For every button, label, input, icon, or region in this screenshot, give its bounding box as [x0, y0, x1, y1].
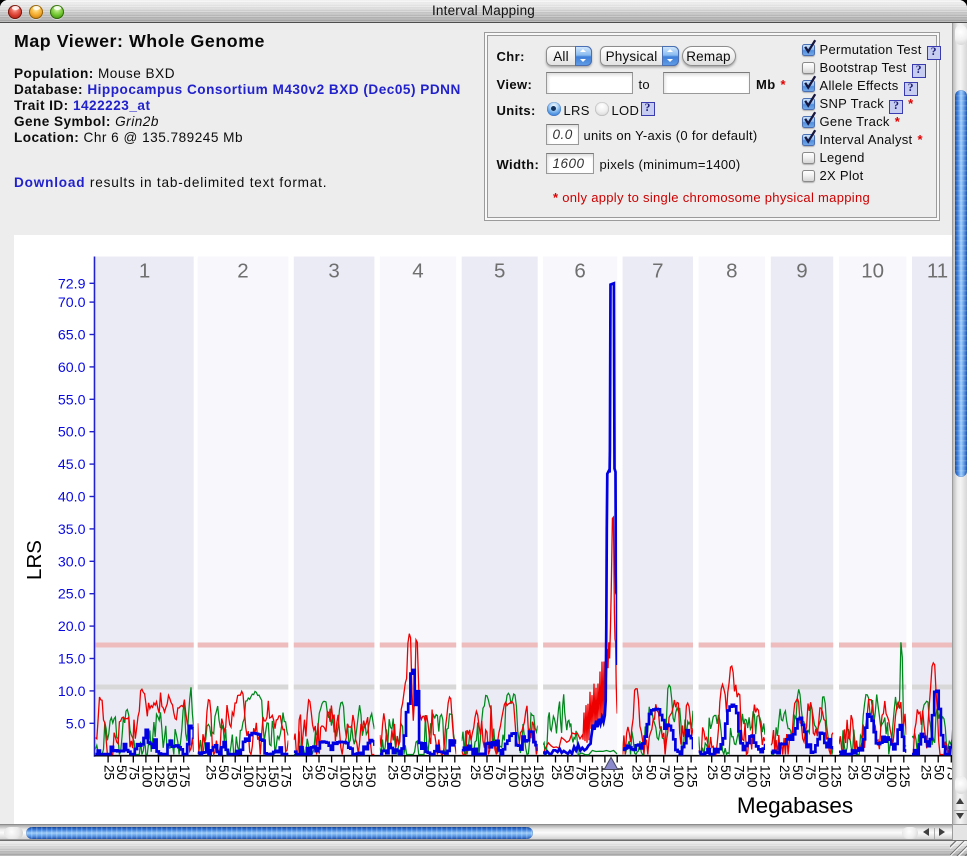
- svg-text:25: 25: [549, 765, 564, 780]
- svg-text:25.0: 25.0: [58, 587, 86, 603]
- svg-text:25: 25: [845, 765, 860, 780]
- svg-text:25: 25: [468, 765, 483, 780]
- svg-text:150: 150: [448, 765, 463, 788]
- svg-text:50: 50: [718, 765, 733, 780]
- svg-text:125: 125: [152, 765, 167, 788]
- svg-text:11: 11: [927, 260, 948, 283]
- svg-text:50: 50: [312, 765, 327, 780]
- svg-text:100: 100: [139, 765, 154, 788]
- svg-text:15.0: 15.0: [58, 652, 86, 668]
- svg-text:100: 100: [586, 765, 601, 788]
- svg-text:125: 125: [598, 765, 613, 788]
- svg-text:7: 7: [652, 260, 663, 283]
- svg-text:75: 75: [229, 765, 244, 780]
- svg-text:9: 9: [796, 260, 807, 283]
- svg-text:50: 50: [858, 765, 873, 780]
- svg-text:150: 150: [165, 765, 180, 788]
- svg-text:75: 75: [657, 765, 672, 780]
- svg-text:150: 150: [363, 765, 378, 788]
- svg-text:125: 125: [436, 765, 451, 788]
- svg-text:100: 100: [671, 765, 686, 788]
- svg-text:1: 1: [139, 260, 150, 283]
- svg-text:10: 10: [861, 260, 884, 283]
- svg-text:4: 4: [412, 260, 423, 283]
- svg-text:5.0: 5.0: [66, 716, 86, 732]
- svg-text:10.0: 10.0: [58, 684, 86, 700]
- svg-text:LRS: LRS: [23, 540, 46, 580]
- svg-text:100: 100: [423, 765, 438, 788]
- svg-text:100: 100: [816, 765, 831, 788]
- svg-text:60.0: 60.0: [58, 360, 86, 376]
- svg-text:25: 25: [386, 765, 401, 780]
- svg-text:25: 25: [705, 765, 720, 780]
- svg-text:5: 5: [494, 260, 505, 283]
- svg-text:50: 50: [398, 765, 413, 780]
- svg-text:70.0: 70.0: [58, 295, 86, 311]
- svg-text:8: 8: [726, 260, 737, 283]
- svg-text:75: 75: [945, 765, 952, 780]
- svg-text:25: 25: [204, 765, 219, 780]
- svg-text:25: 25: [777, 765, 792, 780]
- svg-text:125: 125: [897, 765, 912, 788]
- svg-text:72.9: 72.9: [58, 276, 86, 292]
- svg-text:75: 75: [574, 765, 589, 780]
- svg-text:25: 25: [919, 765, 934, 780]
- svg-text:40.0: 40.0: [58, 490, 86, 506]
- svg-text:75: 75: [803, 765, 818, 780]
- svg-text:75: 75: [871, 765, 886, 780]
- svg-text:175: 175: [177, 765, 192, 788]
- svg-text:50: 50: [114, 765, 129, 780]
- svg-text:100: 100: [744, 765, 759, 788]
- svg-text:25: 25: [630, 765, 645, 780]
- svg-text:45.0: 45.0: [58, 457, 86, 473]
- svg-text:25: 25: [300, 765, 315, 780]
- svg-text:3: 3: [328, 260, 339, 283]
- svg-text:50: 50: [216, 765, 231, 780]
- svg-text:125: 125: [254, 765, 269, 788]
- svg-text:125: 125: [758, 765, 773, 788]
- svg-text:75: 75: [411, 765, 426, 780]
- svg-text:125: 125: [350, 765, 365, 788]
- svg-text:20.0: 20.0: [58, 619, 86, 635]
- svg-text:150: 150: [531, 765, 546, 788]
- svg-text:175: 175: [279, 765, 294, 788]
- svg-text:125: 125: [519, 765, 534, 788]
- svg-text:25: 25: [102, 765, 117, 780]
- svg-text:75: 75: [127, 765, 142, 780]
- svg-text:50: 50: [932, 765, 947, 780]
- svg-text:150: 150: [266, 765, 281, 788]
- svg-text:50.0: 50.0: [58, 425, 86, 441]
- svg-text:55.0: 55.0: [58, 392, 86, 408]
- svg-text:125: 125: [685, 765, 700, 788]
- svg-text:100: 100: [506, 765, 521, 788]
- svg-text:Megabases: Megabases: [737, 793, 853, 818]
- svg-text:50: 50: [561, 765, 576, 780]
- svg-text:75: 75: [325, 765, 340, 780]
- svg-text:75: 75: [493, 765, 508, 780]
- svg-text:100: 100: [884, 765, 899, 788]
- svg-text:125: 125: [829, 765, 844, 788]
- svg-text:65.0: 65.0: [58, 328, 86, 344]
- svg-text:2: 2: [237, 260, 248, 283]
- svg-text:50: 50: [790, 765, 805, 780]
- svg-text:100: 100: [338, 765, 353, 788]
- svg-text:75: 75: [731, 765, 746, 780]
- svg-text:50: 50: [480, 765, 495, 780]
- svg-text:6: 6: [574, 260, 585, 283]
- svg-text:150: 150: [611, 765, 626, 788]
- svg-text:50: 50: [643, 765, 658, 780]
- svg-text:35.0: 35.0: [58, 522, 86, 538]
- svg-text:30.0: 30.0: [58, 554, 86, 570]
- svg-text:100: 100: [241, 765, 256, 788]
